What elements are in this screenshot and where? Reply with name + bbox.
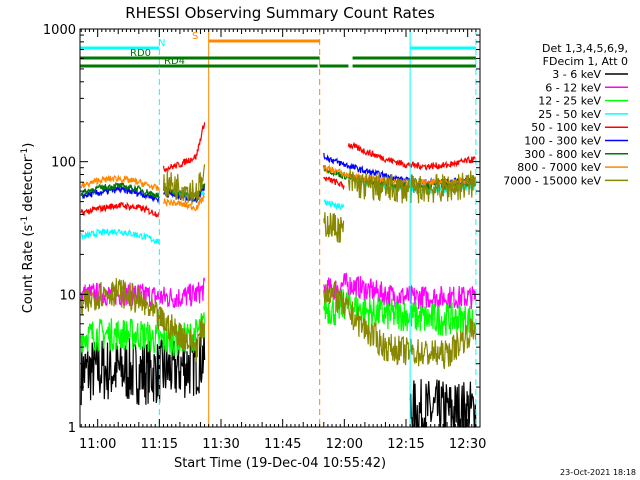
y-tick-label: 10 [59,288,76,303]
legend: Det 1,3,4,5,6,9, FDecim 1, Att 0 3 - 6 k… [503,42,628,187]
flag-label-n: N [158,38,165,49]
flag-layer: N S RD0 RD4 [80,31,476,68]
series-50 - 100 keV [80,122,476,218]
series-line [323,198,345,211]
series-100 - 300 keV [80,152,477,204]
series-line [323,281,477,370]
y-tick-label: 100 [51,156,76,171]
series-line [323,176,345,191]
x-tick-label: 11:30 [202,437,239,452]
legend-label: 12 - 25 keV [538,95,601,108]
y-axis-label-part: Count Rate (s [21,225,36,314]
flag-label-rd4: RD4 [164,56,185,67]
series-line [80,174,160,192]
y-tick-label: 1000 [43,23,76,38]
x-tick-label: 11:45 [264,437,301,452]
legend-label: 3 - 6 keV [552,68,601,81]
x-tick-label: 11:15 [141,437,178,452]
y-axis-label-part: detector [21,156,36,216]
legend-header-line: Det 1,3,4,5,6,9, [542,42,628,55]
series-7000 - 15000 keV [80,164,477,370]
series-line [347,141,476,171]
series-line [409,379,477,428]
series-line [81,228,160,245]
x-tick-label: 11:00 [79,437,116,452]
x-tick-label: 12:15 [387,437,424,452]
footer-date: 23-Oct-2021 18:18 [560,468,636,477]
legend-label: 7000 - 15000 keV [503,174,601,187]
x-axis-label: Start Time (19-Dec-04 10:55:42) [174,456,386,471]
y-axis-label-part: ) [21,143,36,148]
legend-label: 300 - 800 keV [524,148,601,161]
series-line [323,289,477,336]
plot-frame [79,28,481,428]
legend-header-line: FDecim 1, Att 0 [543,55,628,68]
flag-label-s: S [192,31,198,42]
series-line [323,212,345,243]
legend-label: 50 - 100 keV [531,121,601,134]
flag-label-rd0: RD0 [130,48,151,59]
chart-title: RHESSI Observing Summary Count Rates [125,4,435,22]
x-tick-label: 12:00 [326,437,363,452]
series-line [162,122,206,173]
y-tick-label: 1 [68,421,76,436]
series-line [162,164,206,205]
y-axis-label: Count Rate (s-1 detector-1) [20,143,36,314]
legend-label: 800 - 7000 keV [517,161,601,174]
series-line [162,194,206,212]
series-line [163,183,206,203]
series-line [347,169,477,204]
x-tick-label: 12:30 [449,437,486,452]
series-line [80,201,160,218]
legend-label: 6 - 12 keV [545,81,601,94]
x-axis: 11:00 11:15 11:30 11:45 12:00 12:15 12:30 [79,29,486,452]
y-axis-label-superscript: -1 [20,216,30,225]
series-line [80,278,206,362]
series-line [80,322,206,406]
series-layer [80,122,477,428]
y-axis-label-superscript: -1 [20,148,30,157]
legend-label: 100 - 300 keV [524,135,601,148]
legend-label: 25 - 50 keV [538,108,601,121]
series-line [80,181,160,201]
y-axis: 1 10 100 1000 [43,23,480,436]
